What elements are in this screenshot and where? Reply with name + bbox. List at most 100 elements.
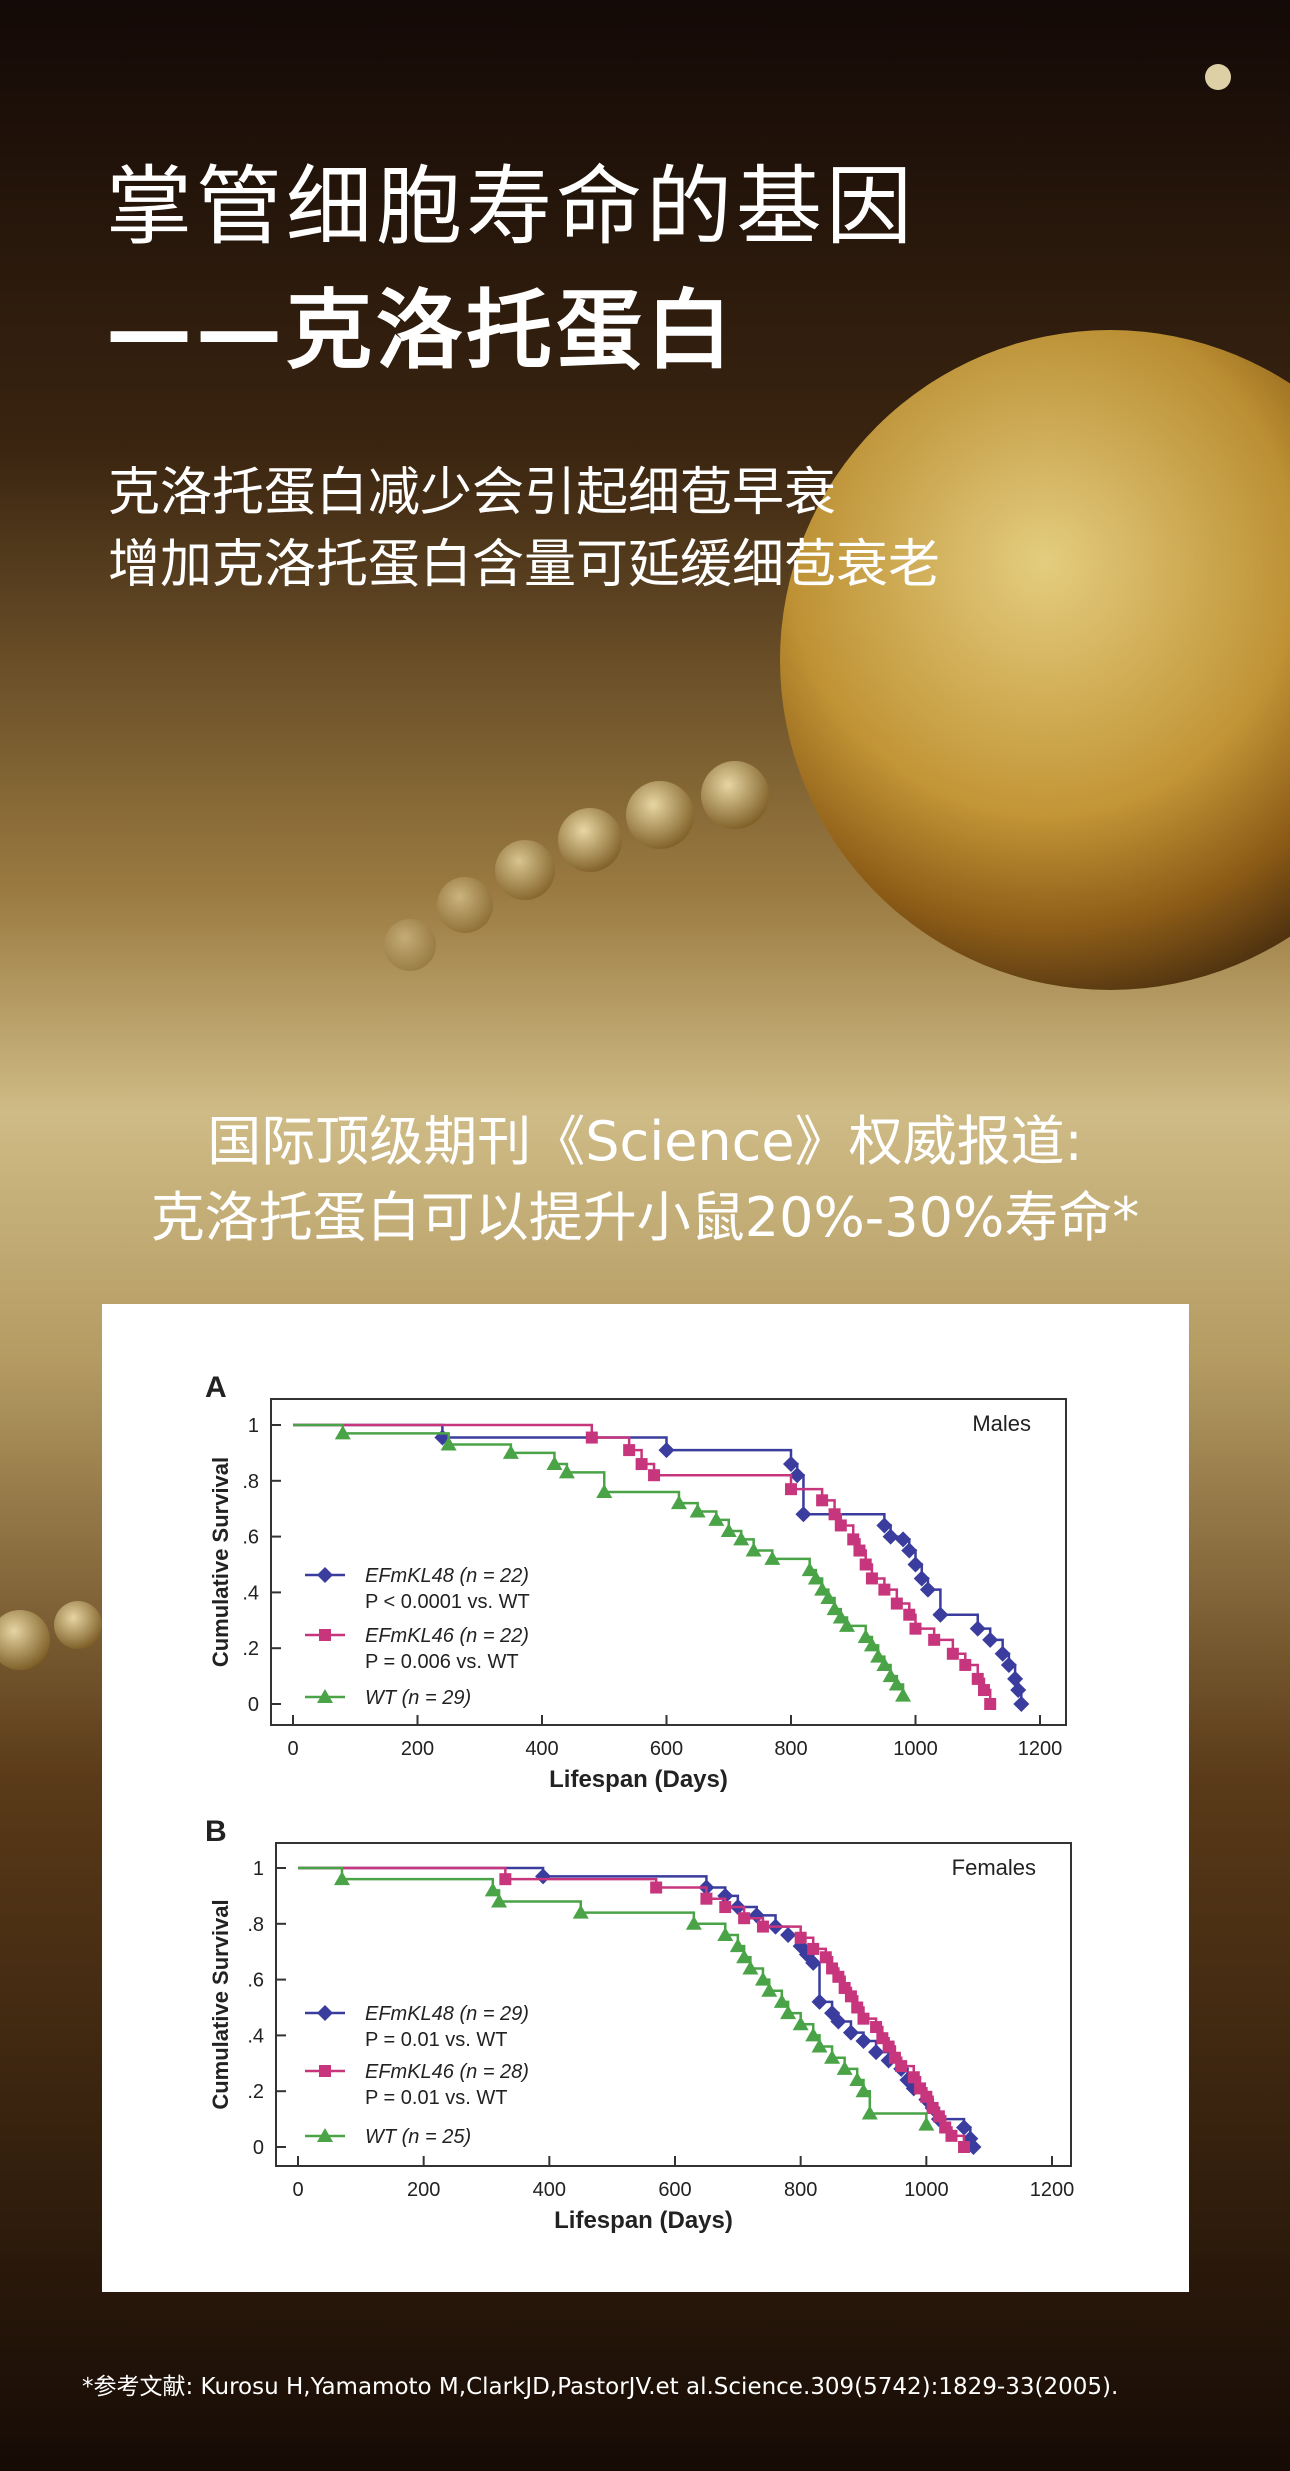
marker (780, 1926, 797, 1943)
marker (895, 2060, 908, 2073)
marker (783, 1456, 799, 1473)
marker (832, 1609, 849, 1624)
plot-frame (270, 1398, 1067, 1726)
legend-marker (317, 1567, 333, 1583)
x-tick-label: 1200 (1030, 2179, 1075, 2201)
marker (440, 1436, 457, 1451)
marker (994, 1645, 1011, 1662)
marker (792, 2016, 809, 2031)
marker (836, 2060, 853, 2075)
marker (1010, 1682, 1027, 1699)
marker (811, 1993, 828, 2010)
marker (816, 1494, 829, 1507)
panel-label: B (205, 1815, 227, 1848)
marker (932, 1606, 949, 1623)
legend-label: EFmKL48 (n = 29) (365, 2003, 529, 2025)
marker (828, 1508, 841, 1521)
marker (859, 1558, 872, 1571)
x-tick-label: 600 (650, 1738, 683, 1760)
y-tick-label: .2 (247, 2081, 264, 2103)
legend-label: WT (n = 29) (365, 1687, 471, 1709)
marker (761, 1982, 778, 1997)
marker (882, 1528, 899, 1545)
marker (719, 1901, 732, 1914)
y-tick-label: .4 (242, 1582, 259, 1604)
marker (720, 1523, 737, 1538)
marker (895, 1531, 912, 1548)
marker (820, 1589, 837, 1604)
y-tick-label: .8 (242, 1471, 259, 1493)
marker (842, 2024, 859, 2041)
marker (819, 1951, 832, 1964)
marker (333, 1871, 350, 1886)
panel-title: Females (952, 1855, 1036, 1880)
marker (814, 1581, 831, 1596)
marker (670, 1495, 687, 1510)
marker (882, 1668, 899, 1683)
decor (0, 64, 1290, 1670)
legend-stat: P = 0.01 vs. WT (365, 2087, 507, 2109)
x-tick-label: 0 (292, 2179, 303, 2201)
marker (811, 2038, 828, 2053)
marker (785, 1483, 797, 1496)
marker (736, 1949, 753, 1964)
legend-marker (317, 2128, 333, 2142)
marker (805, 2027, 822, 2042)
marker (932, 2110, 945, 2123)
y-tick-label: 0 (253, 2137, 264, 2159)
marker (596, 1483, 613, 1498)
marker (977, 1684, 990, 1697)
marker (946, 1647, 959, 1660)
subtitle-line: 增加克洛托蛋白含量可延缓细苞衰老 (108, 535, 940, 595)
x-tick-label: 600 (658, 2179, 691, 2201)
marker (795, 1506, 812, 1523)
marker (861, 2105, 878, 2120)
legend-stat: P = 0.01 vs. WT (365, 2029, 507, 2051)
marker (729, 1938, 746, 1953)
marker (491, 1893, 508, 1908)
x-tick-label: 1200 (1018, 1738, 1063, 1760)
marker (971, 1672, 984, 1685)
y-tick-label: .4 (247, 2025, 264, 2047)
marker (855, 2032, 872, 2049)
marker (956, 2119, 973, 2136)
marker (738, 1912, 751, 1925)
y-axis-label: Cumulative Survival (208, 1457, 233, 1667)
marker (959, 1658, 972, 1671)
marker (901, 1542, 918, 1559)
marker (648, 1469, 661, 1482)
marker (826, 1601, 843, 1616)
marker (700, 1892, 713, 1905)
y-tick-label: .2 (242, 1638, 259, 1660)
legend-label: WT (n = 25) (365, 2126, 471, 2148)
marker (801, 1562, 818, 1577)
legend-marker (319, 1629, 331, 1641)
y-tick-label: 0 (248, 1694, 259, 1716)
footnote: *参考文献: Kurosu H,Yamamoto M,ClarkJD,Pasto… (82, 2374, 1118, 2400)
y-tick-label: .6 (247, 1970, 264, 1992)
marker (484, 1882, 501, 1897)
marker (890, 1597, 903, 1610)
marker (745, 1542, 762, 1557)
marker (969, 1620, 986, 1637)
marker (928, 1633, 941, 1646)
marker (847, 1533, 860, 1546)
marker (839, 1617, 856, 1632)
marker (689, 1503, 706, 1518)
marker (1013, 1696, 1030, 1712)
marker (789, 1467, 806, 1484)
title-line: ——克洛托蛋白 (106, 281, 736, 381)
marker (1000, 1656, 1017, 1673)
legend-stat: P = 0.006 vs. WT (365, 1651, 519, 1673)
marker (865, 1572, 878, 1585)
marker (907, 1556, 924, 1573)
marker (546, 1456, 563, 1471)
marker (773, 1993, 790, 2008)
marker (849, 2072, 866, 2087)
marker (853, 1544, 866, 1557)
marker (945, 2129, 958, 2142)
marker (572, 1904, 589, 1919)
marker (909, 1622, 922, 1635)
chart-panel (102, 1304, 1189, 2292)
